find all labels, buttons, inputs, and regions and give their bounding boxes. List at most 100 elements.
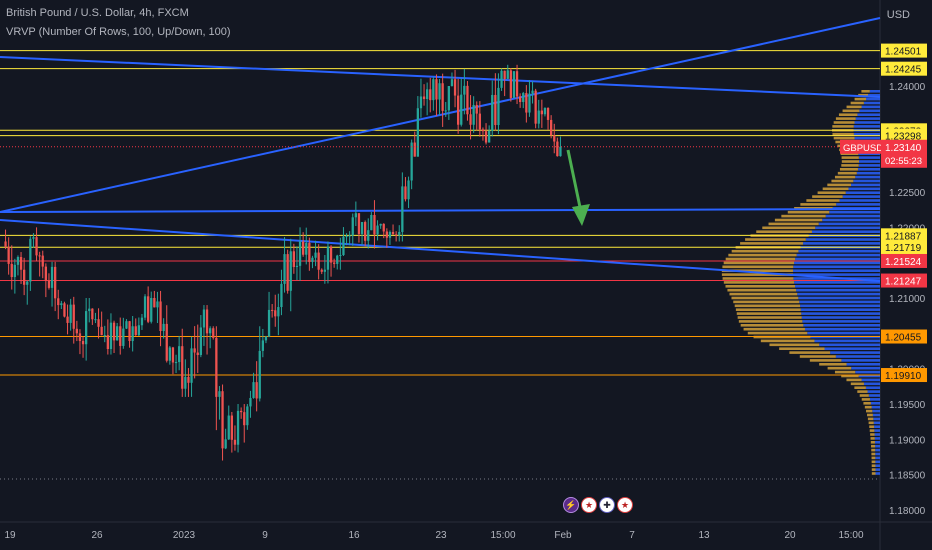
candle-body[interactable] [122,328,125,346]
candle-body[interactable] [41,255,44,267]
candle-body[interactable] [534,90,537,124]
candle-body[interactable] [16,257,20,265]
candle-body[interactable] [401,186,404,232]
candle-body[interactable] [38,255,41,257]
candle-body[interactable] [230,415,233,440]
candle-body[interactable] [506,70,509,79]
candle-body[interactable] [137,325,140,336]
candle-body[interactable] [370,214,373,231]
candle-body[interactable] [91,308,94,320]
candle-body[interactable] [329,246,333,263]
candle-body[interactable] [202,309,206,328]
price-level-label[interactable]: 1.23298 [885,132,922,143]
candle-body[interactable] [54,266,57,299]
candle-body[interactable] [522,93,525,103]
candle-body[interactable] [75,328,78,334]
candle-body[interactable] [435,79,438,100]
candle-body[interactable] [429,89,432,101]
candle-body[interactable] [373,214,376,235]
candle-body[interactable] [23,269,26,285]
candle-body[interactable] [187,376,190,383]
candle-body[interactable] [351,217,354,236]
candle-body[interactable] [233,439,237,445]
candle-body[interactable] [317,252,320,270]
candle-body[interactable] [274,310,277,317]
candle-body[interactable] [525,93,528,113]
candle-body[interactable] [57,298,60,306]
candle-body[interactable] [364,222,367,241]
candle-body[interactable] [416,108,419,157]
candle-body[interactable] [212,328,215,338]
candle-body[interactable] [404,186,407,200]
candle-body[interactable] [209,328,212,334]
candle-body[interactable] [221,391,224,449]
candle-body[interactable] [407,180,410,200]
price-level-label[interactable]: 1.24245 [885,65,922,76]
candle-body[interactable] [463,85,466,95]
candle-body[interactable] [159,301,162,331]
candle-body[interactable] [382,223,385,232]
candle-body[interactable] [178,346,181,363]
trendline-rising[interactable] [0,17,881,213]
price-level-label[interactable]: 1.21719 [885,243,922,254]
candle-body[interactable] [336,255,339,264]
candle-body[interactable] [354,213,357,218]
price-level-label[interactable]: 1.20455 [885,333,922,344]
candle-body[interactable] [543,108,547,115]
candle-body[interactable] [438,83,441,100]
candle-body[interactable] [240,410,243,413]
candle-body[interactable] [255,382,258,399]
candle-body[interactable] [367,230,370,241]
candle-body[interactable] [388,231,392,238]
candle-body[interactable] [261,340,264,351]
price-level-label[interactable]: 1.21887 [885,231,922,242]
trendline-upper[interactable] [0,56,881,98]
candle-body[interactable] [357,213,361,234]
candle-body[interactable] [199,327,202,356]
candle-body[interactable] [109,322,113,350]
candle-body[interactable] [174,362,178,364]
candle-body[interactable] [264,336,268,341]
candle-body[interactable] [29,238,32,282]
candle-body[interactable] [171,347,175,363]
candle-body[interactable] [106,335,109,350]
candle-body[interactable] [81,340,85,345]
candle-body[interactable] [466,85,469,115]
indicator-label[interactable]: VRVP (Number Of Rows, 100, Up/Down, 100) [6,26,231,38]
candle-body[interactable] [112,322,116,341]
candle-body[interactable] [531,90,534,94]
uk-flag-event-icon[interactable]: ✚ [599,497,615,513]
candle-body[interactable] [150,298,153,322]
candle-body[interactable] [125,321,128,329]
candle-body[interactable] [481,129,485,132]
candle-body[interactable] [47,280,51,288]
candle-body[interactable] [26,281,29,285]
candle-body[interactable] [147,296,150,322]
candle-body[interactable] [546,108,550,120]
us-flag-event-icon[interactable]: ★ [617,497,633,513]
candle-body[interactable] [35,237,38,256]
candle-body[interactable] [441,83,444,111]
candle-body[interactable] [181,346,184,389]
candle-body[interactable] [295,265,299,267]
candle-body[interactable] [537,110,540,124]
candle-body[interactable] [140,317,144,326]
candle-body[interactable] [447,86,450,111]
candle-body[interactable] [32,237,35,239]
candle-body[interactable] [472,104,475,125]
candle-body[interactable] [190,348,193,383]
candle-body[interactable] [196,352,199,356]
candle-body[interactable] [72,304,75,329]
candle-body[interactable] [85,311,88,345]
candle-body[interactable] [267,309,271,337]
candle-body[interactable] [311,257,314,262]
candle-body[interactable] [457,95,460,125]
candle-body[interactable] [13,264,16,278]
candle-body[interactable] [4,241,7,247]
candle-body[interactable] [540,110,543,115]
candle-body[interactable] [128,321,131,342]
candle-body[interactable] [528,93,531,113]
candle-body[interactable] [385,231,388,238]
candle-body[interactable] [184,376,187,389]
